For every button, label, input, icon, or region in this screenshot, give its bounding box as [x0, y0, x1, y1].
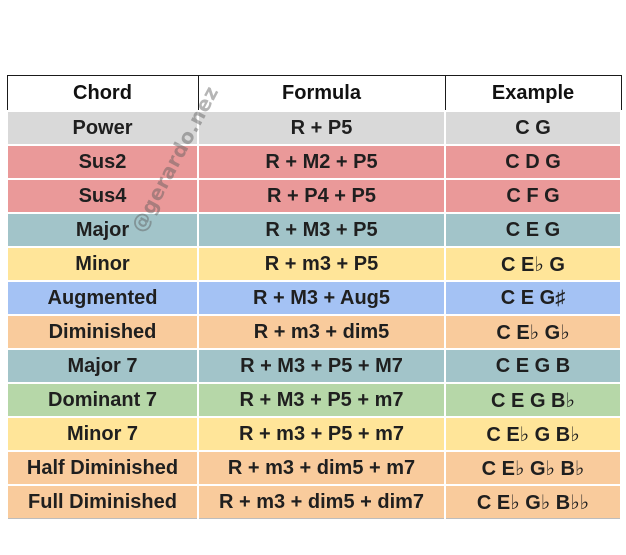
example-cell: C E♭ G♭ B♭♭: [444, 484, 622, 519]
chord-formula-table: Chord Formula Example Power R + P5 C G S…: [6, 75, 622, 519]
table-row: Diminished R + m3 + dim5 C E♭ G♭: [6, 314, 622, 350]
example-cell: C E G B: [444, 348, 622, 384]
table-row: Augmented R + M3 + Aug5 C E G♯: [6, 280, 622, 316]
table-body: Power R + P5 C G Sus2 R + M2 + P5 C D G …: [6, 110, 622, 519]
formula-cell: R + M3 + P5 + M7: [197, 348, 446, 384]
chord-cell: Major: [6, 212, 199, 248]
formula-cell: R + m3 + P5: [197, 246, 446, 282]
header-formula: Formula: [197, 75, 446, 112]
example-cell: C E G: [444, 212, 622, 248]
example-cell: C E♭ G B♭: [444, 416, 622, 452]
table-row: Full Diminished R + m3 + dim5 + dim7 C E…: [6, 484, 622, 519]
formula-cell: R + m3 + P5 + m7: [197, 416, 446, 452]
chord-cell: Augmented: [6, 280, 199, 316]
example-cell: C F G: [444, 178, 622, 214]
chord-cell: Diminished: [6, 314, 199, 350]
table-row: Minor R + m3 + P5 C E♭ G: [6, 246, 622, 282]
example-cell: C E♭ G♭ B♭: [444, 450, 622, 486]
chord-cell: Minor 7: [6, 416, 199, 452]
formula-cell: R + m3 + dim5 + dim7: [197, 484, 446, 519]
header-example: Example: [444, 75, 622, 112]
table-row: Half Diminished R + m3 + dim5 + m7 C E♭ …: [6, 450, 622, 486]
table-row: Major 7 R + M3 + P5 + M7 C E G B: [6, 348, 622, 384]
table-row: Dominant 7 R + M3 + P5 + m7 C E G B♭: [6, 382, 622, 418]
example-cell: C E G♯: [444, 280, 622, 316]
table-row: Minor 7 R + m3 + P5 + m7 C E♭ G B♭: [6, 416, 622, 452]
chord-cell: Dominant 7: [6, 382, 199, 418]
formula-cell: R + P4 + P5: [197, 178, 446, 214]
example-cell: C E♭ G♭: [444, 314, 622, 350]
chord-cell: Sus2: [6, 144, 199, 180]
formula-cell: R + M3 + P5 + m7: [197, 382, 446, 418]
chord-cell: Major 7: [6, 348, 199, 384]
chord-cell: Power: [6, 110, 199, 146]
formula-cell: R + P5: [197, 110, 446, 146]
formula-cell: R + m3 + dim5 + m7: [197, 450, 446, 486]
formula-cell: R + M2 + P5: [197, 144, 446, 180]
chord-cell: Sus4: [6, 178, 199, 214]
example-cell: C E♭ G: [444, 246, 622, 282]
table-header: Chord Formula Example: [6, 75, 622, 112]
example-cell: C D G: [444, 144, 622, 180]
header-chord: Chord: [6, 75, 199, 112]
table-row: Sus2 R + M2 + P5 C D G: [6, 144, 622, 180]
example-cell: C E G B♭: [444, 382, 622, 418]
chord-cell: Minor: [6, 246, 199, 282]
chord-cell: Half Diminished: [6, 450, 199, 486]
example-cell: C G: [444, 110, 622, 146]
table-row: Sus4 R + P4 + P5 C F G: [6, 178, 622, 214]
formula-cell: R + m3 + dim5: [197, 314, 446, 350]
chord-table-container: Chord Formula Example Power R + P5 C G S…: [6, 75, 622, 519]
formula-cell: R + M3 + Aug5: [197, 280, 446, 316]
formula-cell: R + M3 + P5: [197, 212, 446, 248]
chord-cell: Full Diminished: [6, 484, 199, 519]
table-row: Power R + P5 C G: [6, 110, 622, 146]
table-row: Major R + M3 + P5 C E G: [6, 212, 622, 248]
header-row: Chord Formula Example: [6, 75, 622, 112]
